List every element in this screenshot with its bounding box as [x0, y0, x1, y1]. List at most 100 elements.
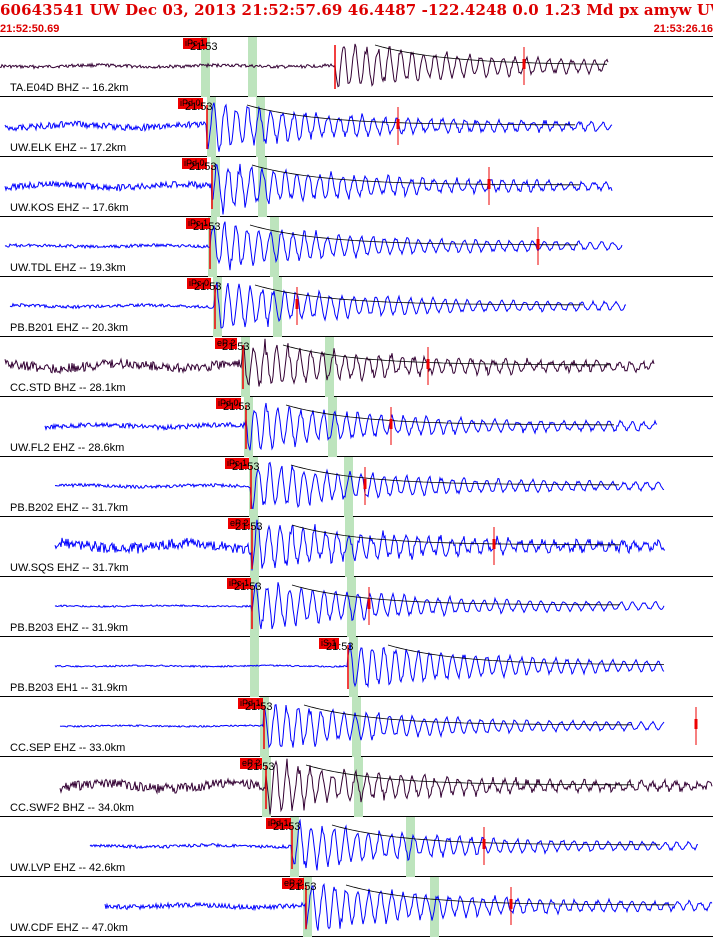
pick-flag[interactable]: iPd 1 — [238, 698, 263, 709]
waveform-trace — [54, 582, 665, 630]
trace-panel[interactable]: iPd 0 21:53 UW.KOS EHZ -- 17.6km — [0, 157, 713, 217]
waveform-plot — [4, 97, 613, 157]
waveform-plot — [54, 577, 665, 637]
trace-panel[interactable]: eP 2 21:53 UW.SQS EHZ -- 31.7km — [0, 517, 713, 577]
panel-time-label: 21:53 — [326, 641, 354, 653]
amplitude-marker-box — [389, 419, 393, 429]
trace-panel[interactable]: iPc 0 21:53 PB.B201 EHZ -- 20.3km — [0, 277, 713, 337]
end-time: 21:53:26.16 — [653, 23, 713, 35]
trace-panel[interactable]: iPc 1 21:53 PB.B203 EHZ -- 31.9km — [0, 577, 713, 637]
s-window-band — [347, 577, 356, 637]
amplitude-marker-box — [367, 599, 371, 609]
coda-decay-curve — [254, 284, 583, 306]
pick-flag[interactable]: eP 2 — [282, 878, 305, 889]
coda-decay-curve — [305, 764, 634, 786]
waveform-plot — [54, 457, 665, 517]
panel-time-label: 21:53 — [289, 881, 317, 893]
trace-panel[interactable]: eP 2 21:53 UW.CDF EHZ -- 47.0km — [0, 877, 713, 937]
pick-flag[interactable]: iPd 0 — [182, 158, 207, 169]
panel-time-label: 21:53 — [234, 581, 262, 593]
trace-panel[interactable]: iPd 0 21:53 UW.FL2 EHZ -- 28.6km — [0, 397, 713, 457]
station-label: PB.B202 EHZ -- 31.7km — [10, 502, 128, 514]
panel-time-label: 21:53 — [223, 401, 251, 413]
panel-time-label: 21:53 — [185, 101, 213, 113]
p-window-band — [213, 277, 222, 337]
coda-decay-curve — [251, 164, 580, 186]
station-label: UW.SQS EHZ -- 31.7km — [10, 562, 129, 574]
waveform-plot — [4, 337, 655, 397]
amplitude-marker-box — [522, 59, 526, 69]
trace-panel[interactable]: iPc 1 21:53 PB.B202 EHZ -- 31.7km — [0, 457, 713, 517]
pick-flag[interactable]: eP 2 — [215, 338, 238, 349]
pick-flag[interactable]: eP 2 — [240, 758, 263, 769]
panel-time-label: 21:53 — [245, 701, 273, 713]
pick-flag[interactable]: iPc 1 — [225, 458, 250, 469]
station-label: TA.E04D BHZ -- 16.2km — [10, 82, 129, 94]
station-label: UW.LVP EHZ -- 42.6km — [10, 862, 126, 874]
p-window-band — [290, 817, 299, 877]
pick-flag[interactable]: iPc 1 — [227, 578, 252, 589]
amplitude-marker-box — [482, 839, 486, 849]
amplitude-marker-box — [487, 179, 491, 189]
trace-panel[interactable]: eP 2 21:53 CC.STD BHZ -- 28.1km — [0, 337, 713, 397]
p-window-band — [244, 397, 253, 457]
s-window-band — [248, 37, 257, 97]
trace-panel[interactable]: iPd 1 21:53 UW.LVP EHZ -- 42.6km — [0, 817, 713, 877]
trace-panel[interactable]: iPc 1 21:53 UW.TDL EHZ -- 19.3km — [0, 217, 713, 277]
trace-panel[interactable]: iPc 1 21:53 TA.E04D BHZ -- 16.2km — [0, 37, 713, 97]
s-window-band — [345, 517, 354, 577]
top-divider — [0, 36, 713, 37]
panel-time-label: 21:53 — [222, 341, 250, 353]
p-window-band — [207, 97, 216, 157]
pick-flag[interactable]: iPc 1 — [183, 38, 208, 49]
trace-panel[interactable]: iPd 0 21:53 UW.ELK EHZ -- 17.2km — [0, 97, 713, 157]
p-window-band — [303, 877, 312, 937]
amplitude-marker-box — [694, 719, 698, 729]
waveform-plot — [104, 877, 713, 937]
station-label: PB.B201 EHZ -- 20.3km — [10, 322, 128, 334]
waveform-trace — [89, 818, 699, 871]
waveform-trace — [4, 102, 613, 152]
coda-decay-curve — [246, 104, 575, 126]
waveform-trace — [4, 163, 613, 215]
waveform-trace — [4, 221, 623, 271]
coda-decay-curve — [387, 644, 664, 665]
station-label: CC.SEP EHZ -- 33.0km — [10, 742, 126, 754]
amplitude-marker-box — [426, 359, 430, 369]
amplitude-marker-box — [509, 899, 513, 909]
amplitude-marker-box — [396, 119, 400, 129]
p-window-band — [201, 37, 210, 97]
pick-flag[interactable]: iPd 1 — [266, 818, 291, 829]
station-label: UW.TDL EHZ -- 19.3km — [10, 262, 126, 274]
coda-decay-curve — [249, 224, 578, 246]
waveform-plot — [59, 697, 698, 757]
p-window-band — [211, 157, 220, 217]
s-window-band — [406, 817, 415, 877]
panel-time-label: 21:53 — [232, 461, 260, 473]
panel-time-label: 21:53 — [194, 281, 222, 293]
waveform-plot — [54, 637, 665, 697]
coda-decay-curve — [291, 524, 620, 546]
panel-time-label: 21:53 — [247, 761, 275, 773]
s-window-band — [344, 457, 353, 517]
pick-flag[interactable]: iPd 0 — [216, 398, 241, 409]
waveform-plot — [4, 157, 613, 217]
waveform-trace — [59, 703, 665, 749]
waveform-trace — [104, 883, 713, 931]
waveform-plot — [0, 37, 609, 97]
pick-flag[interactable]: iPd 0 — [178, 98, 203, 109]
pick-flag[interactable]: eP 2 — [228, 518, 251, 529]
pick-flag[interactable]: iPc 1 — [186, 218, 211, 229]
pick-flag[interactable]: iS 1 — [319, 638, 339, 649]
station-label: CC.STD BHZ -- 28.1km — [10, 382, 126, 394]
s-window-band — [258, 157, 267, 217]
p-window-band — [250, 577, 259, 637]
panel-time-label: 21:53 — [189, 161, 217, 173]
station-label: UW.FL2 EHZ -- 28.6km — [10, 442, 125, 454]
station-label: PB.B203 EHZ -- 31.9km — [10, 622, 128, 634]
pick-flag[interactable]: iPc 0 — [187, 278, 212, 289]
s-window-band — [352, 697, 361, 757]
trace-panel[interactable]: eP 2 21:53 CC.SWF2 BHZ -- 34.0km — [0, 757, 713, 817]
trace-panel[interactable]: iPd 1 21:53 CC.SEP EHZ -- 33.0km — [0, 697, 713, 757]
trace-panel[interactable]: iS 1 21:53 PB.B203 EH1 -- 31.9km — [0, 637, 713, 697]
